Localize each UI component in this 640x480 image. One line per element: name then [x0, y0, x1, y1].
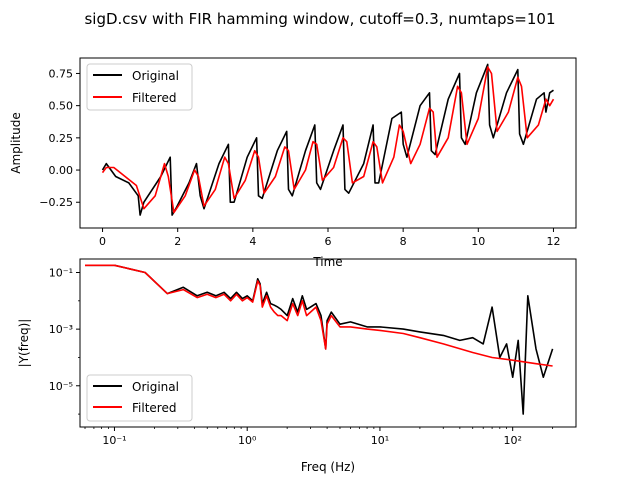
freq-x-ticks: 10⁻¹ 10⁰ 10¹ 10² [84, 427, 554, 447]
time-legend-filtered-label: Filtered [132, 91, 176, 105]
time-y-axis-label: Amplitude [9, 112, 23, 174]
time-series-filtered-line [101, 66, 555, 214]
freq-legend: Original Filtered [86, 374, 193, 422]
freq-y-tick-label: 10⁻¹ [49, 267, 73, 280]
time-x-tick-label: 6 [325, 235, 332, 248]
time-legend: Original Filtered [86, 63, 193, 111]
time-x-tick-label: 0 [99, 235, 106, 248]
freq-y-ticks: 10⁻⁵ 10⁻³ 10⁻¹ [49, 267, 80, 415]
freq-x-axis-label: Freq (Hz) [301, 460, 355, 474]
time-series-original-line [101, 63, 554, 216]
freq-y-tick-label: 10⁻⁵ [49, 380, 73, 393]
time-x-tick-label: 2 [174, 235, 181, 248]
freq-legend-filtered-label: Filtered [132, 401, 176, 415]
time-x-ticks: 0 2 4 6 8 10 12 [99, 228, 560, 248]
time-x-tick-label: 4 [249, 235, 256, 248]
freq-x-tick-label: 10⁰ [238, 434, 257, 447]
time-y-tick-label: 0.00 [49, 164, 74, 177]
time-domain-plot: 0 2 4 6 8 10 12 −0.25 0.00 0.25 0.50 0.75 Time Amp… [9, 57, 577, 269]
time-domain-lines [101, 63, 555, 216]
freq-y-axis-label: |Y(freq)| [17, 319, 31, 368]
frequency-domain-frame [79, 258, 577, 428]
freq-series-original-line [85, 264, 554, 415]
time-x-tick-label: 8 [400, 235, 407, 248]
frequency-domain-plot: 10⁻¹ 10⁰ 10¹ 10² 10⁻⁵ 10⁻³ 10⁻¹ Freq (Hz) |Y(… [17, 258, 577, 474]
freq-series-filtered-line [85, 264, 553, 367]
time-y-tick-label: −0.25 [39, 196, 73, 209]
time-y-ticks: −0.25 0.00 0.25 0.50 0.75 [39, 67, 80, 209]
time-x-tick-label: 10 [471, 235, 485, 248]
freq-x-tick-label: 10¹ [371, 434, 389, 447]
freq-legend-original-label: Original [132, 380, 179, 394]
time-legend-original-label: Original [132, 69, 179, 83]
freq-x-tick-label: 10² [503, 434, 521, 447]
time-y-tick-label: 0.75 [49, 67, 74, 80]
figure-title: sigD.csv with FIR hamming window, cutoff… [84, 10, 555, 28]
time-x-axis-label: Time [312, 255, 342, 269]
time-y-tick-label: 0.25 [49, 132, 74, 145]
time-y-tick-label: 0.50 [49, 100, 74, 113]
time-x-tick-label: 12 [546, 235, 560, 248]
frequency-domain-lines [85, 264, 554, 415]
freq-x-tick-label: 10⁻¹ [102, 434, 126, 447]
freq-y-tick-label: 10⁻³ [49, 323, 73, 336]
